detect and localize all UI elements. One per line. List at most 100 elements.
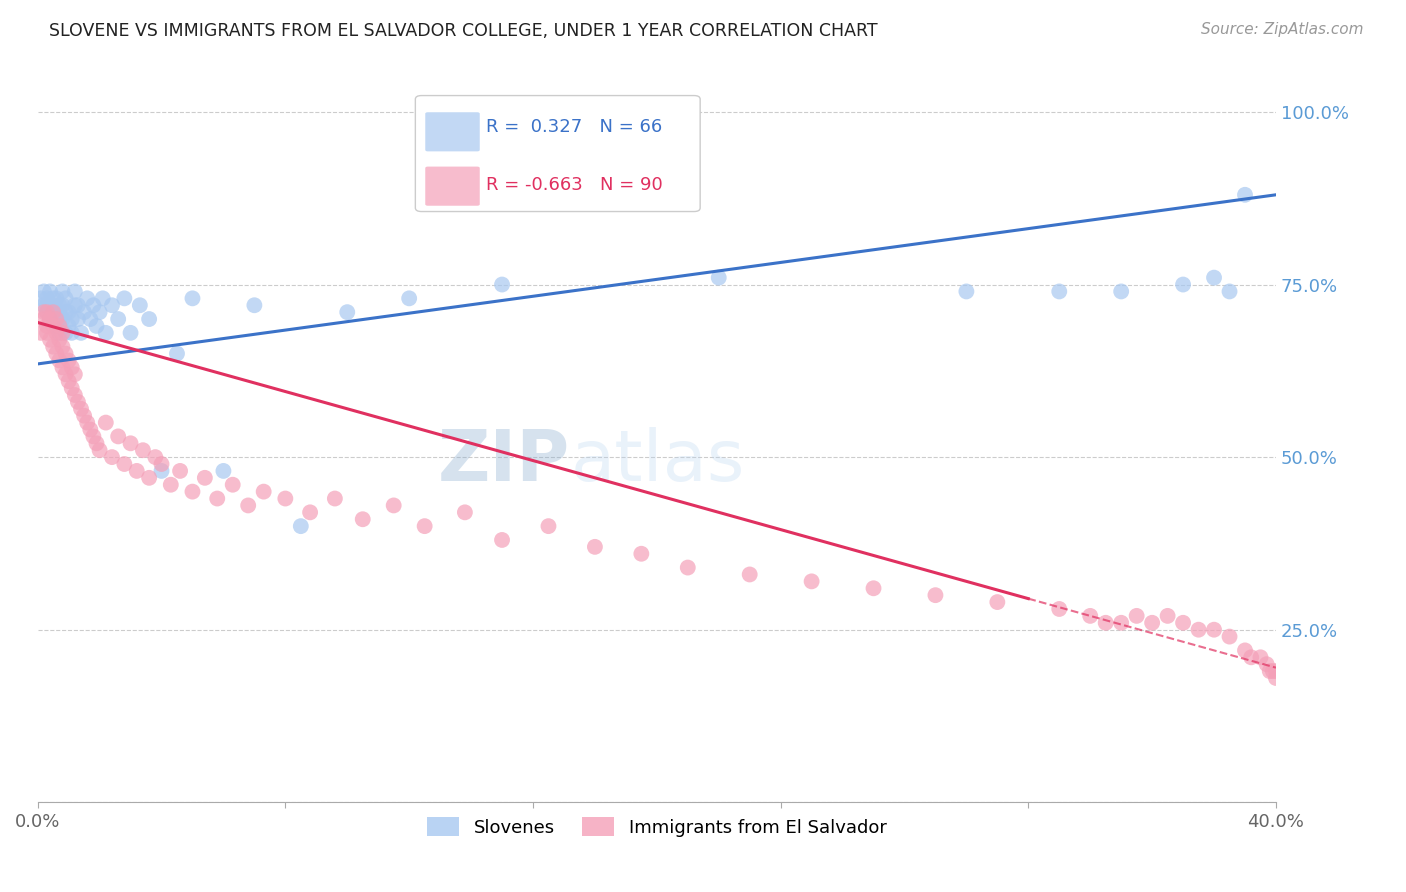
Point xyxy=(299,505,322,519)
Point xyxy=(45,291,67,305)
Point xyxy=(1258,664,1281,678)
Point xyxy=(238,499,260,513)
Point xyxy=(70,326,93,340)
Point xyxy=(1078,608,1101,623)
FancyBboxPatch shape xyxy=(415,95,700,211)
Point xyxy=(1218,285,1240,299)
Point xyxy=(1094,615,1116,630)
Point xyxy=(1187,623,1209,637)
Point xyxy=(79,312,101,326)
Point xyxy=(48,298,70,312)
Point xyxy=(1140,615,1163,630)
Point xyxy=(986,595,1008,609)
Point xyxy=(107,312,129,326)
Point xyxy=(32,305,55,319)
Point xyxy=(243,298,266,312)
Point xyxy=(1233,643,1256,657)
Point xyxy=(60,381,83,395)
Point xyxy=(413,519,436,533)
Point xyxy=(1233,187,1256,202)
FancyBboxPatch shape xyxy=(425,167,479,206)
Point xyxy=(48,353,70,368)
Point xyxy=(82,429,104,443)
Point xyxy=(35,305,58,319)
Point xyxy=(1240,650,1263,665)
Point xyxy=(51,298,73,312)
Point xyxy=(382,499,405,513)
Point xyxy=(66,395,89,409)
Point xyxy=(107,429,129,443)
Point xyxy=(336,305,359,319)
Point xyxy=(290,519,312,533)
Point xyxy=(800,574,823,589)
Point xyxy=(51,285,73,299)
Point xyxy=(150,457,173,471)
Point xyxy=(143,450,166,464)
Point xyxy=(39,312,62,326)
Point xyxy=(39,312,62,326)
Point xyxy=(82,298,104,312)
Point xyxy=(112,457,135,471)
Point xyxy=(94,326,117,340)
Point xyxy=(51,360,73,375)
Point xyxy=(35,318,58,333)
Point xyxy=(169,464,191,478)
Point xyxy=(32,312,55,326)
Point xyxy=(45,318,67,333)
Point xyxy=(274,491,297,506)
Point xyxy=(150,464,173,478)
Point xyxy=(181,291,204,305)
Point xyxy=(1250,650,1272,665)
Point xyxy=(738,567,761,582)
Point xyxy=(42,305,65,319)
Point xyxy=(48,312,70,326)
Point xyxy=(630,547,652,561)
Text: ZIP: ZIP xyxy=(437,427,571,496)
FancyBboxPatch shape xyxy=(425,112,479,152)
Point xyxy=(35,298,58,312)
Point xyxy=(45,326,67,340)
Point xyxy=(138,312,160,326)
Point xyxy=(1261,664,1284,678)
Point xyxy=(86,436,108,450)
Point xyxy=(58,318,80,333)
Point xyxy=(55,305,77,319)
Point xyxy=(181,484,204,499)
Point xyxy=(491,277,513,292)
Point xyxy=(491,533,513,547)
Point xyxy=(159,477,181,491)
Point xyxy=(48,318,70,333)
Point xyxy=(60,326,83,340)
Point xyxy=(45,305,67,319)
Point xyxy=(1218,630,1240,644)
Point xyxy=(454,505,477,519)
Point xyxy=(42,318,65,333)
Point xyxy=(76,291,98,305)
Text: atlas: atlas xyxy=(571,427,745,496)
Point xyxy=(94,416,117,430)
Point xyxy=(1125,608,1147,623)
Point xyxy=(48,326,70,340)
Point xyxy=(86,318,108,333)
Point xyxy=(194,471,217,485)
Point xyxy=(42,291,65,305)
Point xyxy=(42,298,65,312)
Point xyxy=(73,305,96,319)
Point xyxy=(58,305,80,319)
Point xyxy=(45,312,67,326)
Point xyxy=(39,333,62,347)
Point xyxy=(55,346,77,360)
Point xyxy=(63,388,86,402)
Point xyxy=(63,298,86,312)
Point xyxy=(125,464,148,478)
Point xyxy=(1202,623,1225,637)
Point xyxy=(58,353,80,368)
Point xyxy=(48,333,70,347)
Point xyxy=(55,291,77,305)
Point xyxy=(35,305,58,319)
Point xyxy=(1156,608,1178,623)
Point xyxy=(51,340,73,354)
Point xyxy=(1047,285,1070,299)
Point xyxy=(32,285,55,299)
Point xyxy=(79,423,101,437)
